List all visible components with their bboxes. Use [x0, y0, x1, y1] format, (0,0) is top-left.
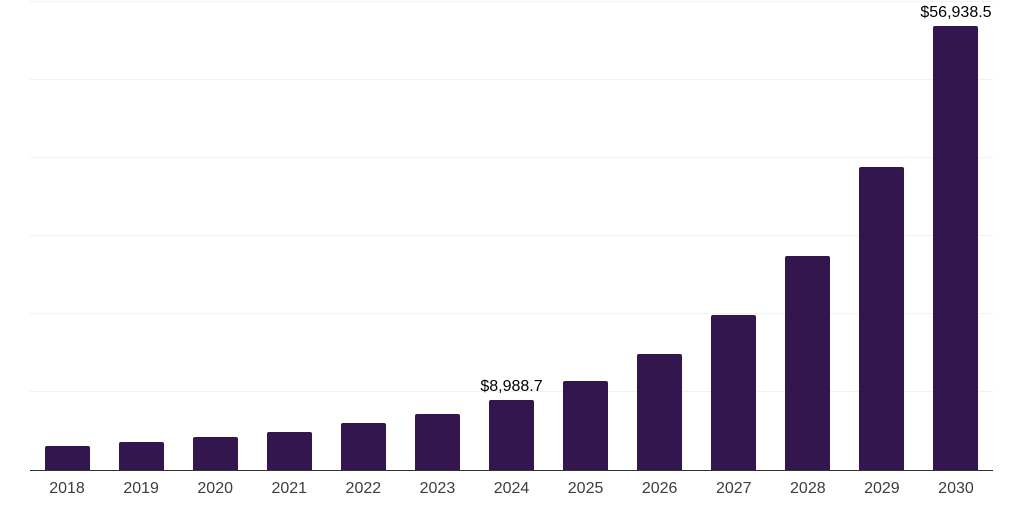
bar-slot-2024: $8,988.7 — [474, 2, 548, 470]
bar-slot-2020 — [178, 2, 252, 470]
gridlines — [30, 1, 993, 470]
bar-slot-2021 — [252, 2, 326, 470]
bar-2021 — [266, 432, 312, 470]
x-axis-tick-2023: 2023 — [419, 480, 456, 497]
bar-slot-2022 — [326, 2, 400, 470]
gridline — [30, 391, 993, 392]
gridline — [30, 79, 993, 80]
bar-2026 — [637, 353, 683, 470]
bar-2027 — [711, 314, 757, 470]
bar-slot-2025 — [549, 2, 623, 470]
bar-2024 — [489, 399, 534, 470]
x-axis-tick-2029: 2029 — [864, 480, 900, 497]
bar-2022 — [340, 423, 386, 470]
bar-slot-2029 — [845, 2, 919, 470]
x-axis-tick-2018: 2018 — [49, 480, 85, 497]
bar-2028 — [785, 256, 831, 470]
bar-2030 — [933, 25, 979, 470]
bar-2029 — [859, 166, 905, 470]
gridline — [30, 157, 993, 158]
bar-slot-2028 — [771, 2, 845, 470]
x-axis-tick-2020: 2020 — [197, 480, 233, 497]
bars: $8,988.7 $56,938.5 — [30, 2, 993, 470]
bar-slot-2027 — [697, 2, 771, 470]
bar-2019 — [118, 442, 164, 470]
bar-2023 — [414, 414, 460, 470]
bar-2018 — [44, 446, 90, 470]
gridline — [30, 1, 993, 2]
x-axis-tick-2019: 2019 — [123, 480, 159, 497]
bar-slot-2026 — [623, 2, 697, 470]
bar-2020 — [192, 437, 238, 470]
x-axis-tick-2024: 2024 — [493, 480, 530, 497]
x-axis-tick-2022: 2022 — [345, 480, 382, 497]
x-axis-tick-2025: 2025 — [567, 480, 604, 497]
x-axis-tick-2026: 2026 — [641, 480, 678, 497]
gridline — [30, 313, 993, 314]
x-axis-tick-2021: 2021 — [271, 480, 308, 497]
x-axis-tick-2027: 2027 — [715, 480, 752, 497]
bar-2025 — [563, 381, 609, 470]
x-axis-labels: 2018 2019 2020 2021 2022 2023 2024 2025 2026 2027… — [30, 479, 993, 499]
bar-value-label-2024: $8,988.7 — [480, 377, 543, 395]
gridline — [30, 235, 993, 236]
x-axis-tick-2028: 2028 — [790, 480, 826, 497]
bar-slot-2019 — [104, 2, 178, 470]
plot-area: $8,988.7 $56,938.5 — [30, 1, 993, 471]
bar-value-label-2030: $56,938.5 — [920, 3, 992, 21]
bar-slot-2023 — [400, 2, 474, 470]
bar-slot-2018 — [30, 2, 104, 470]
x-axis-tick-2030: 2030 — [938, 480, 974, 497]
bar-slot-2030: $56,938.5 — [919, 2, 993, 470]
